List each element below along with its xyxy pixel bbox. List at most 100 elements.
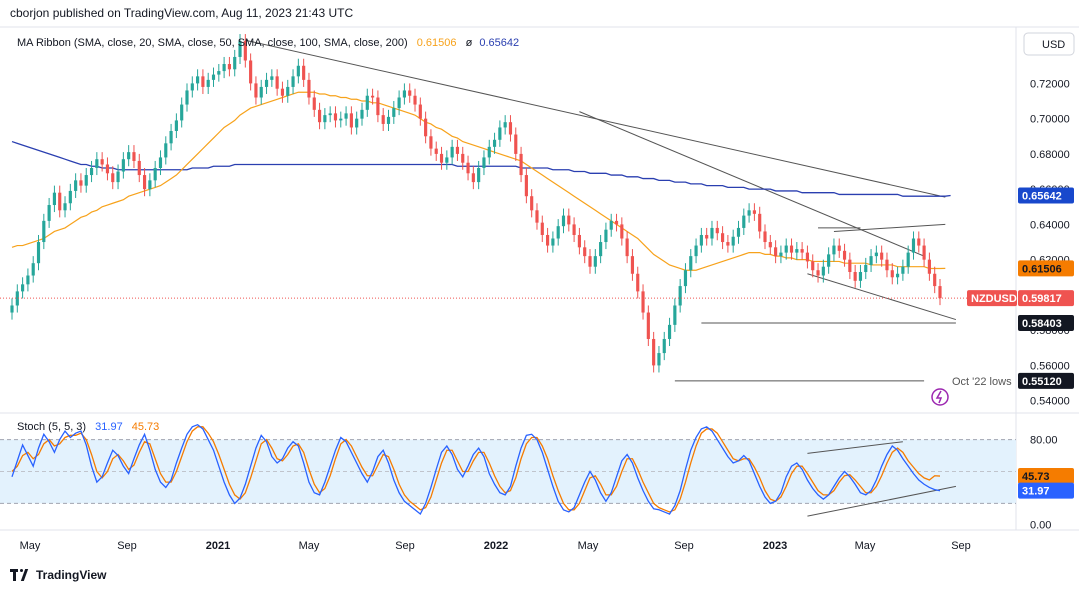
candle-body-52 xyxy=(286,86,290,96)
candle-38 xyxy=(211,67,216,87)
candle-4 xyxy=(31,256,35,283)
candle-body-36 xyxy=(201,76,205,87)
candle-165 xyxy=(885,252,889,278)
candle-112 xyxy=(604,222,608,250)
candle-23 xyxy=(132,145,136,169)
candle-68 xyxy=(371,88,375,105)
candle-body-92 xyxy=(498,127,502,140)
candle-body-128 xyxy=(689,256,693,271)
candle-7 xyxy=(47,197,51,228)
candle-106 xyxy=(572,217,576,243)
candle-body-93 xyxy=(503,122,507,128)
candle-body-112 xyxy=(604,229,608,243)
candle-body-46 xyxy=(254,83,258,98)
candle-161 xyxy=(864,257,868,280)
candle-body-90 xyxy=(487,146,491,158)
candle-body-3 xyxy=(26,275,30,285)
candle-body-123 xyxy=(662,338,666,354)
stoch-legend[interactable]: Stoch (5, 5, 3) 31.97 45.73 xyxy=(17,421,159,433)
candle-body-164 xyxy=(880,252,884,260)
price-label-oct22-low: 0.55120 xyxy=(1018,372,1074,389)
candle-57 xyxy=(312,90,316,117)
candle-35 xyxy=(196,69,200,91)
candle-58 xyxy=(317,102,322,130)
candle-body-68 xyxy=(371,95,375,98)
candle-body-59 xyxy=(323,115,327,123)
candle-123 xyxy=(662,331,666,361)
price-label-bg-ma200 xyxy=(1018,187,1074,204)
candle-34 xyxy=(190,76,194,98)
candle-body-144 xyxy=(774,247,778,257)
candle-body-94 xyxy=(508,122,513,135)
candle-120 xyxy=(646,305,650,347)
candle-102 xyxy=(551,231,555,253)
candle-107 xyxy=(577,227,581,255)
candle-body-12 xyxy=(74,180,78,191)
price-label-text-ma200: 0.65642 xyxy=(1022,190,1062,202)
candle-127 xyxy=(683,263,688,294)
candle-105 xyxy=(567,208,571,232)
candle-body-140 xyxy=(752,210,756,214)
candle-body-167 xyxy=(895,273,900,278)
candle-173 xyxy=(927,252,931,281)
candle-60 xyxy=(328,106,332,123)
candle-91 xyxy=(492,132,497,154)
candle-body-147 xyxy=(789,245,794,253)
candle-113 xyxy=(609,213,613,237)
candle-139 xyxy=(747,203,751,223)
candle-28 xyxy=(158,150,163,176)
candle-77 xyxy=(418,97,422,126)
candle-48 xyxy=(264,72,269,94)
candle-body-73 xyxy=(397,97,401,109)
candle-body-122 xyxy=(657,353,661,366)
candle-22 xyxy=(127,145,131,167)
candle-body-87 xyxy=(471,173,475,183)
candle-1 xyxy=(15,284,19,313)
currency-button[interactable]: USD xyxy=(1023,32,1075,56)
candle-96 xyxy=(519,146,523,183)
ma-ribbon-legend[interactable]: MA Ribbon (SMA, close, 20, SMA, close, 5… xyxy=(17,37,519,49)
candle-167 xyxy=(895,266,900,285)
candle-111 xyxy=(599,234,603,264)
candle-140 xyxy=(752,203,756,221)
candle-133 xyxy=(715,220,719,241)
candle-138 xyxy=(742,208,746,235)
candle-8 xyxy=(52,185,57,213)
candle-104 xyxy=(561,208,566,234)
stoch-upper xyxy=(807,441,903,454)
candle-155 xyxy=(832,238,836,262)
candle-75 xyxy=(408,83,412,103)
candle-143 xyxy=(768,234,772,255)
candle-82 xyxy=(445,150,449,170)
candle-20 xyxy=(116,164,120,190)
candle-body-168 xyxy=(901,266,905,274)
candle-body-151 xyxy=(811,261,815,271)
candle-146 xyxy=(784,238,788,260)
candle-body-163 xyxy=(874,252,878,257)
x-tick-9: May xyxy=(855,540,876,552)
candle-47 xyxy=(259,79,263,105)
replay-icon[interactable] xyxy=(931,388,949,406)
candle-body-76 xyxy=(413,95,417,105)
candle-73 xyxy=(397,90,401,116)
candle-body-70 xyxy=(381,115,385,124)
candle-body-44 xyxy=(243,41,247,61)
price-axis-ticks: 0.540000.560000.580000.600000.620000.640… xyxy=(1030,43,1070,408)
candle-body-43 xyxy=(238,41,242,57)
candle-body-115 xyxy=(620,224,624,239)
candle-body-172 xyxy=(922,245,926,260)
candle-body-149 xyxy=(800,249,804,253)
candle-162 xyxy=(869,249,873,272)
candle-body-81 xyxy=(439,153,444,163)
candle-64 xyxy=(349,106,353,135)
candle-80 xyxy=(434,141,438,161)
candle-69 xyxy=(376,90,380,123)
candle-body-109 xyxy=(588,256,592,267)
ma200-line xyxy=(11,140,951,197)
candle-99 xyxy=(535,203,539,230)
tradingview-footer[interactable]: TradingView xyxy=(10,568,106,582)
candle-63 xyxy=(344,106,348,126)
candle-16 xyxy=(95,152,99,176)
candle-142 xyxy=(763,224,767,250)
